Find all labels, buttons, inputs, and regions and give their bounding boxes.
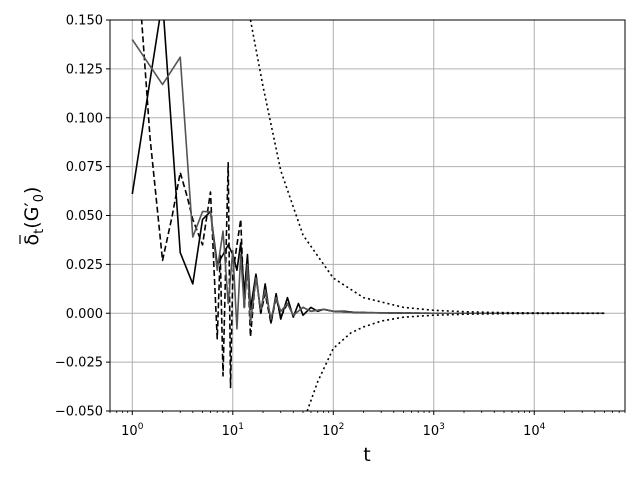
y-label-close: ) [21,187,43,194]
x-tick-label: 102 [322,422,344,439]
x-axis-label: t [363,444,370,466]
y-tick-label: 0.125 [66,62,103,77]
y-label-sub-0: 0 [32,194,47,202]
y-tick-label: −0.025 [55,356,103,371]
series-line-4 [249,20,605,314]
y-axis-ticks: −0.050 −0.025 0.000 0.025 0.050 0.075 0.100 0.1… [55,14,110,420]
y-tick-label: 0.100 [66,111,103,126]
x-tick-label: 100 [121,422,144,439]
x-tick-label: 104 [523,422,546,439]
y-tick-label: 0.150 [66,14,103,29]
svg-text:δt(G′0): δt(G′0) [21,187,47,246]
y-label-sub-t: t [32,229,47,234]
series-line-5 [306,312,605,411]
y-label-args: (G′ [21,202,43,228]
x-tick-label: 101 [222,422,244,439]
series-line-2 [140,20,605,389]
x-tick-label: 103 [423,422,445,439]
y-label-delta: δ [21,234,43,246]
y-tick-label: 0.025 [66,258,103,273]
y-tick-label: 0.075 [66,160,103,175]
y-tick-label: 0.050 [66,209,103,224]
y-axis-label: δt(G′0) [19,187,47,246]
series-line-1 [131,20,605,324]
series-line-3 [131,39,605,330]
series-group [131,20,605,411]
grid-lines [110,19,625,412]
y-tick-label: −0.050 [55,405,103,420]
y-tick-label: 0.000 [66,307,103,322]
x-axis-ticks: 100 101 102 103 104 [109,411,626,439]
